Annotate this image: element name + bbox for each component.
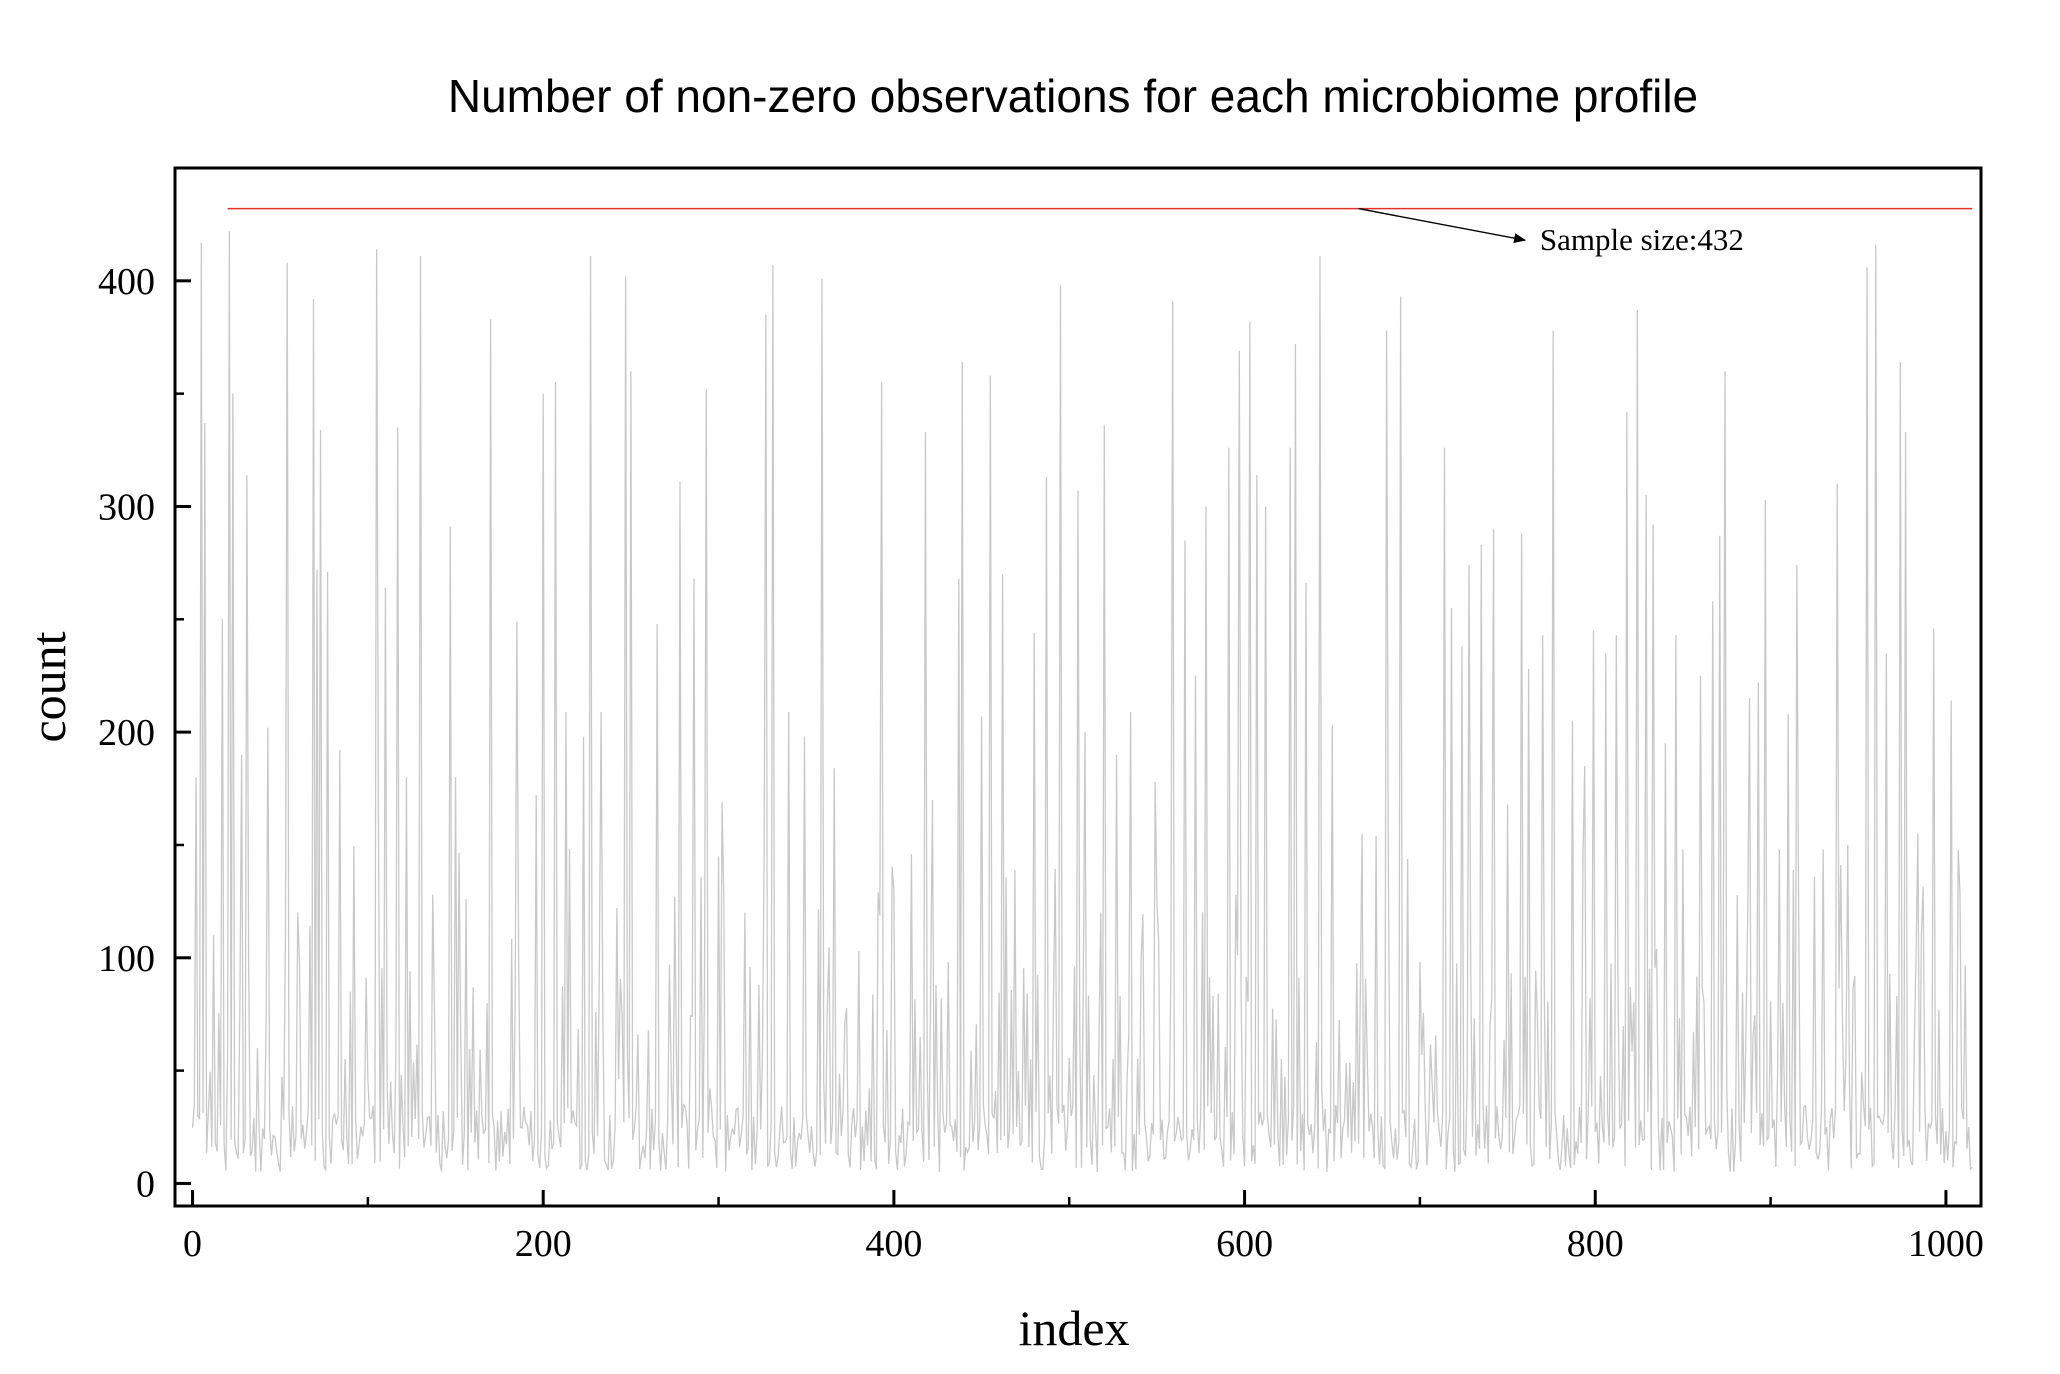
x-tick-label: 400 [865,1223,922,1265]
x-tick-label: 800 [1567,1223,1624,1265]
x-tick-label: 1000 [1908,1223,1984,1265]
plot-frame [173,166,1983,1208]
y-tick-label: 0 [136,1163,155,1205]
chart-title: Number of non-zero observations for each… [448,70,1698,122]
x-axis-label: index [1018,1300,1129,1356]
x-tick-label: 200 [515,1223,572,1265]
x-tick-label: 600 [1216,1223,1273,1265]
y-axis: 0 100 200 300 400 [98,261,191,1205]
annotation-arrow [1358,207,1527,244]
y-tick-label: 100 [98,938,155,980]
series-line [191,231,1973,1173]
y-tick-label: 200 [98,712,155,754]
plot-area: Sample size:432 [191,207,1973,1173]
y-tick-label: 300 [98,486,155,528]
x-tick-label: 0 [183,1223,202,1265]
x-axis: 0 200 400 600 800 1000 [183,1190,1984,1265]
y-tick-label: 400 [98,261,155,303]
annotation-label: Sample size:432 [1540,222,1744,257]
y-axis-label: count [20,631,76,742]
